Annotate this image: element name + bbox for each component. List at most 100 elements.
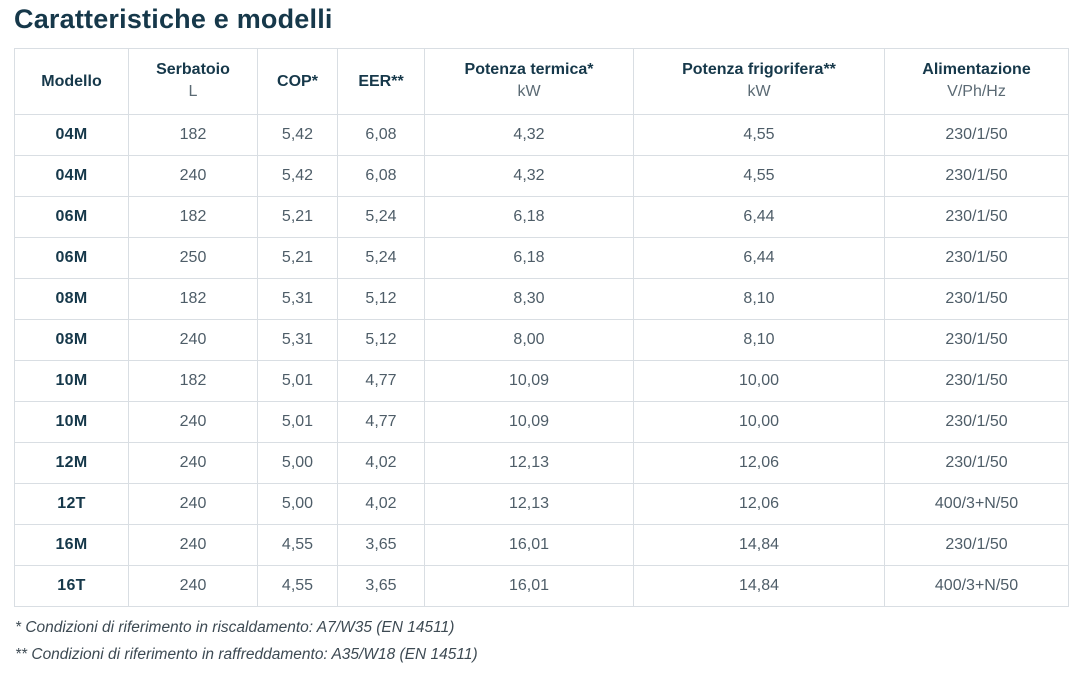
- col-header-sublabel: V/Ph/Hz: [947, 83, 1006, 101]
- value-cell: 10,09: [424, 360, 634, 402]
- value-cell: 8,00: [424, 319, 634, 361]
- value-cell: 12,13: [424, 442, 634, 484]
- value-cell: 5,24: [337, 196, 425, 238]
- value-cell: 14,84: [633, 524, 885, 566]
- value-cell: 230/1/50: [884, 114, 1069, 156]
- value-cell: 240: [128, 442, 258, 484]
- value-cell: 230/1/50: [884, 155, 1069, 197]
- model-cell: 12T: [14, 483, 129, 525]
- spec-table: Modello Serbatoio L COP* EER** Potenza t…: [14, 48, 1069, 607]
- value-cell: 12,06: [633, 442, 885, 484]
- value-cell: 4,77: [337, 401, 425, 443]
- value-cell: 4,77: [337, 360, 425, 402]
- value-cell: 240: [128, 319, 258, 361]
- value-cell: 5,12: [337, 278, 425, 320]
- value-cell: 5,12: [337, 319, 425, 361]
- col-header-eer: EER**: [337, 48, 425, 115]
- footnote-cooling: ** Condizioni di riferimento in raffredd…: [15, 646, 478, 664]
- value-cell: 16,01: [424, 565, 634, 607]
- value-cell: 230/1/50: [884, 360, 1069, 402]
- col-header-label: Serbatoio: [156, 61, 230, 79]
- value-cell: 12,06: [633, 483, 885, 525]
- value-cell: 4,55: [257, 524, 338, 566]
- value-cell: 240: [128, 524, 258, 566]
- table-row: 04M 240 5,42 6,08 4,32 4,55 230/1/50: [14, 155, 1069, 197]
- value-cell: 6,08: [337, 155, 425, 197]
- table-row: 12T 240 5,00 4,02 12,13 12,06 400/3+N/50: [14, 483, 1069, 525]
- col-header-label: COP*: [277, 72, 318, 90]
- model-cell: 10M: [14, 360, 129, 402]
- value-cell: 10,00: [633, 401, 885, 443]
- col-header-serbatoio: Serbatoio L: [128, 48, 258, 115]
- value-cell: 6,18: [424, 237, 634, 279]
- value-cell: 5,42: [257, 155, 338, 197]
- value-cell: 240: [128, 565, 258, 607]
- value-cell: 10,09: [424, 401, 634, 443]
- model-cell: 10M: [14, 401, 129, 443]
- page-title: Caratteristiche e modelli: [14, 4, 333, 34]
- col-header-modello: Modello: [14, 48, 129, 115]
- value-cell: 4,55: [633, 114, 885, 156]
- value-cell: 4,02: [337, 442, 425, 484]
- col-header-potenza-termica: Potenza termica* kW: [424, 48, 634, 115]
- footnotes: * Condizioni di riferimento in riscaldam…: [14, 617, 1068, 667]
- col-header-label: EER**: [358, 72, 404, 90]
- value-cell: 8,10: [633, 278, 885, 320]
- col-header-sublabel: kW: [517, 83, 541, 101]
- value-cell: 5,24: [337, 237, 425, 279]
- value-cell: 4,32: [424, 155, 634, 197]
- value-cell: 5,01: [257, 360, 338, 402]
- value-cell: 400/3+N/50: [884, 483, 1069, 525]
- value-cell: 4,32: [424, 114, 634, 156]
- table-row: 10M 240 5,01 4,77 10,09 10,00 230/1/50: [14, 401, 1069, 443]
- value-cell: 3,65: [337, 565, 425, 607]
- value-cell: 182: [128, 114, 258, 156]
- table-body: 04M 182 5,42 6,08 4,32 4,55 230/1/50 04M 240 5,42…: [14, 114, 1069, 607]
- table-row: 06M 250 5,21 5,24 6,18 6,44 230/1/50: [14, 237, 1069, 279]
- table-row: 12M 240 5,00 4,02 12,13 12,06 230/1/50: [14, 442, 1069, 484]
- value-cell: 5,01: [257, 401, 338, 443]
- col-header-potenza-frigorifera: Potenza frigorifera** kW: [633, 48, 885, 115]
- col-header-label: Potenza termica*: [464, 61, 594, 79]
- value-cell: 5,21: [257, 196, 338, 238]
- value-cell: 8,30: [424, 278, 634, 320]
- value-cell: 230/1/50: [884, 237, 1069, 279]
- value-cell: 14,84: [633, 565, 885, 607]
- value-cell: 6,44: [633, 196, 885, 238]
- table-row: 16T 240 4,55 3,65 16,01 14,84 400/3+N/50: [14, 565, 1069, 607]
- value-cell: 182: [128, 278, 258, 320]
- col-header-alimentazione: Alimentazione V/Ph/Hz: [884, 48, 1069, 115]
- model-cell: 08M: [14, 319, 129, 361]
- table-row: 10M 182 5,01 4,77 10,09 10,00 230/1/50: [14, 360, 1069, 402]
- value-cell: 5,21: [257, 237, 338, 279]
- value-cell: 5,31: [257, 278, 338, 320]
- value-cell: 400/3+N/50: [884, 565, 1069, 607]
- model-cell: 16M: [14, 524, 129, 566]
- value-cell: 230/1/50: [884, 524, 1069, 566]
- model-cell: 06M: [14, 237, 129, 279]
- table-header: Modello Serbatoio L COP* EER** Potenza t…: [14, 48, 1069, 115]
- value-cell: 5,00: [257, 483, 338, 525]
- value-cell: 12,13: [424, 483, 634, 525]
- value-cell: 230/1/50: [884, 278, 1069, 320]
- value-cell: 240: [128, 401, 258, 443]
- value-cell: 6,18: [424, 196, 634, 238]
- col-header-label: Alimentazione: [922, 61, 1031, 79]
- value-cell: 6,44: [633, 237, 885, 279]
- value-cell: 16,01: [424, 524, 634, 566]
- value-cell: 230/1/50: [884, 442, 1069, 484]
- value-cell: 8,10: [633, 319, 885, 361]
- value-cell: 4,55: [257, 565, 338, 607]
- col-header-label: Potenza frigorifera**: [682, 61, 836, 79]
- value-cell: 6,08: [337, 114, 425, 156]
- value-cell: 182: [128, 360, 258, 402]
- value-cell: 5,31: [257, 319, 338, 361]
- table-row: 06M 182 5,21 5,24 6,18 6,44 230/1/50: [14, 196, 1069, 238]
- model-cell: 04M: [14, 155, 129, 197]
- value-cell: 230/1/50: [884, 196, 1069, 238]
- value-cell: 3,65: [337, 524, 425, 566]
- model-cell: 12M: [14, 442, 129, 484]
- table-row: 08M 240 5,31 5,12 8,00 8,10 230/1/50: [14, 319, 1069, 361]
- col-header-label: Modello: [41, 72, 102, 90]
